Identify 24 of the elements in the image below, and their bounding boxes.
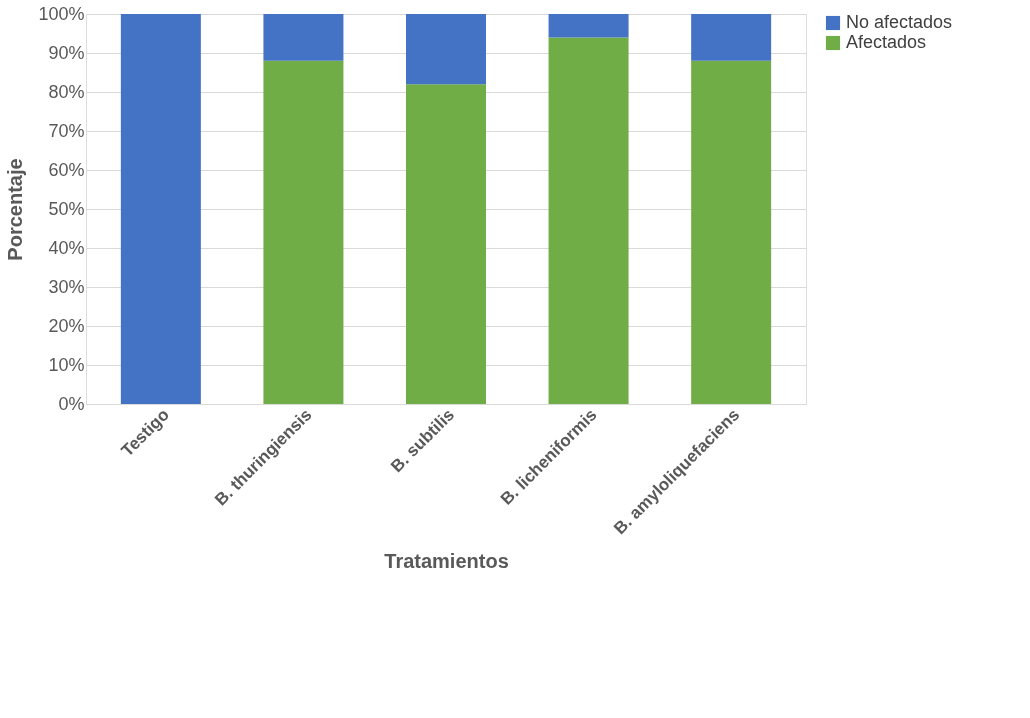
y-tick-label: 100%: [38, 3, 85, 24]
y-tick-label: 0%: [58, 393, 85, 414]
y-tick-label: 20%: [48, 315, 85, 336]
bar: [406, 14, 486, 85]
y-tick-label: 50%: [48, 198, 85, 219]
y-tick-label: 90%: [48, 42, 85, 63]
bar: [263, 60, 344, 404]
legend-label: No afectados: [846, 12, 953, 32]
bar: [548, 14, 629, 38]
y-tick-label: 70%: [48, 120, 85, 141]
bar: [263, 14, 344, 61]
y-tick-label: 30%: [48, 276, 85, 297]
bar: [691, 14, 772, 61]
x-axis-title: Tratamientos: [384, 550, 509, 573]
y-tick-label: 10%: [48, 354, 85, 375]
bar: [120, 14, 201, 404]
y-tick-label: 40%: [48, 237, 85, 258]
bar: [548, 37, 629, 404]
y-tick-label: 80%: [48, 81, 85, 102]
bar: [406, 84, 486, 404]
y-tick-label: 60%: [48, 159, 85, 180]
bar: [691, 60, 772, 404]
legend-label: Afectados: [846, 32, 927, 52]
y-axis-title: Porcentaje: [4, 158, 27, 261]
